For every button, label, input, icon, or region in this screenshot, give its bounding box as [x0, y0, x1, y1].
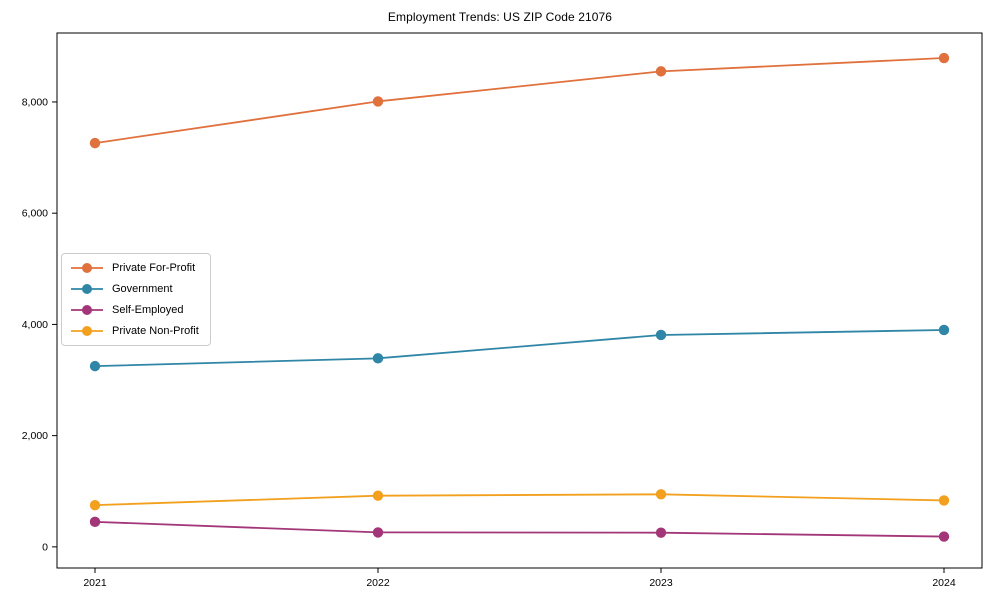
legend-item: Self-Employed [70, 303, 199, 317]
chart-title: Employment Trends: US ZIP Code 21076 [387, 10, 613, 24]
series-line [94, 493, 945, 507]
x-axis-tick-label: 2021 [83, 577, 107, 589]
y-axis-tick-label: 2,000 [22, 430, 48, 442]
data-point [372, 490, 384, 501]
series-line [94, 520, 945, 538]
series-line [94, 329, 945, 368]
legend-marker-icon [71, 284, 103, 294]
data-point [372, 527, 384, 538]
data-point [89, 516, 101, 528]
y-axis-tick-label: 6,000 [22, 208, 48, 220]
legend-item: Government [70, 282, 199, 296]
legend-item: Private Non-Profit [70, 324, 199, 338]
data-point [655, 329, 667, 341]
data-point [938, 495, 950, 506]
legend: Private For-Profit Government Self-Employe… [61, 253, 211, 346]
x-axis-tick-label: 2023 [649, 577, 673, 589]
data-point [938, 531, 950, 542]
legend-item-label: Private Non-Profit [112, 325, 199, 337]
data-point [938, 52, 950, 64]
y-axis-tick-label: 8,000 [22, 96, 48, 108]
y-axis-tick-label: 4,000 [22, 319, 48, 331]
data-point [938, 324, 950, 336]
legend-marker-icon [71, 263, 103, 273]
legend-item-label: Private For-Profit [112, 262, 196, 274]
data-point [89, 499, 101, 511]
legend-item-label: Government [112, 283, 173, 295]
x-axis-tick-label: 2022 [366, 577, 390, 589]
series-line [94, 57, 945, 145]
x-axis-tick-label: 2024 [932, 577, 956, 589]
data-point [372, 96, 384, 107]
data-point [655, 527, 667, 538]
legend-marker-icon [71, 326, 103, 336]
data-point [89, 137, 101, 149]
legend-item: Private For-Profit [70, 261, 199, 275]
data-point [372, 353, 384, 364]
y-axis-tick-label: 0 [42, 541, 48, 553]
data-point [655, 489, 667, 500]
legend-marker-icon [71, 305, 103, 315]
plot-area [56, 32, 983, 569]
legend-item-label: Self-Employed [112, 304, 184, 316]
data-point [89, 360, 101, 372]
data-point [655, 66, 667, 77]
